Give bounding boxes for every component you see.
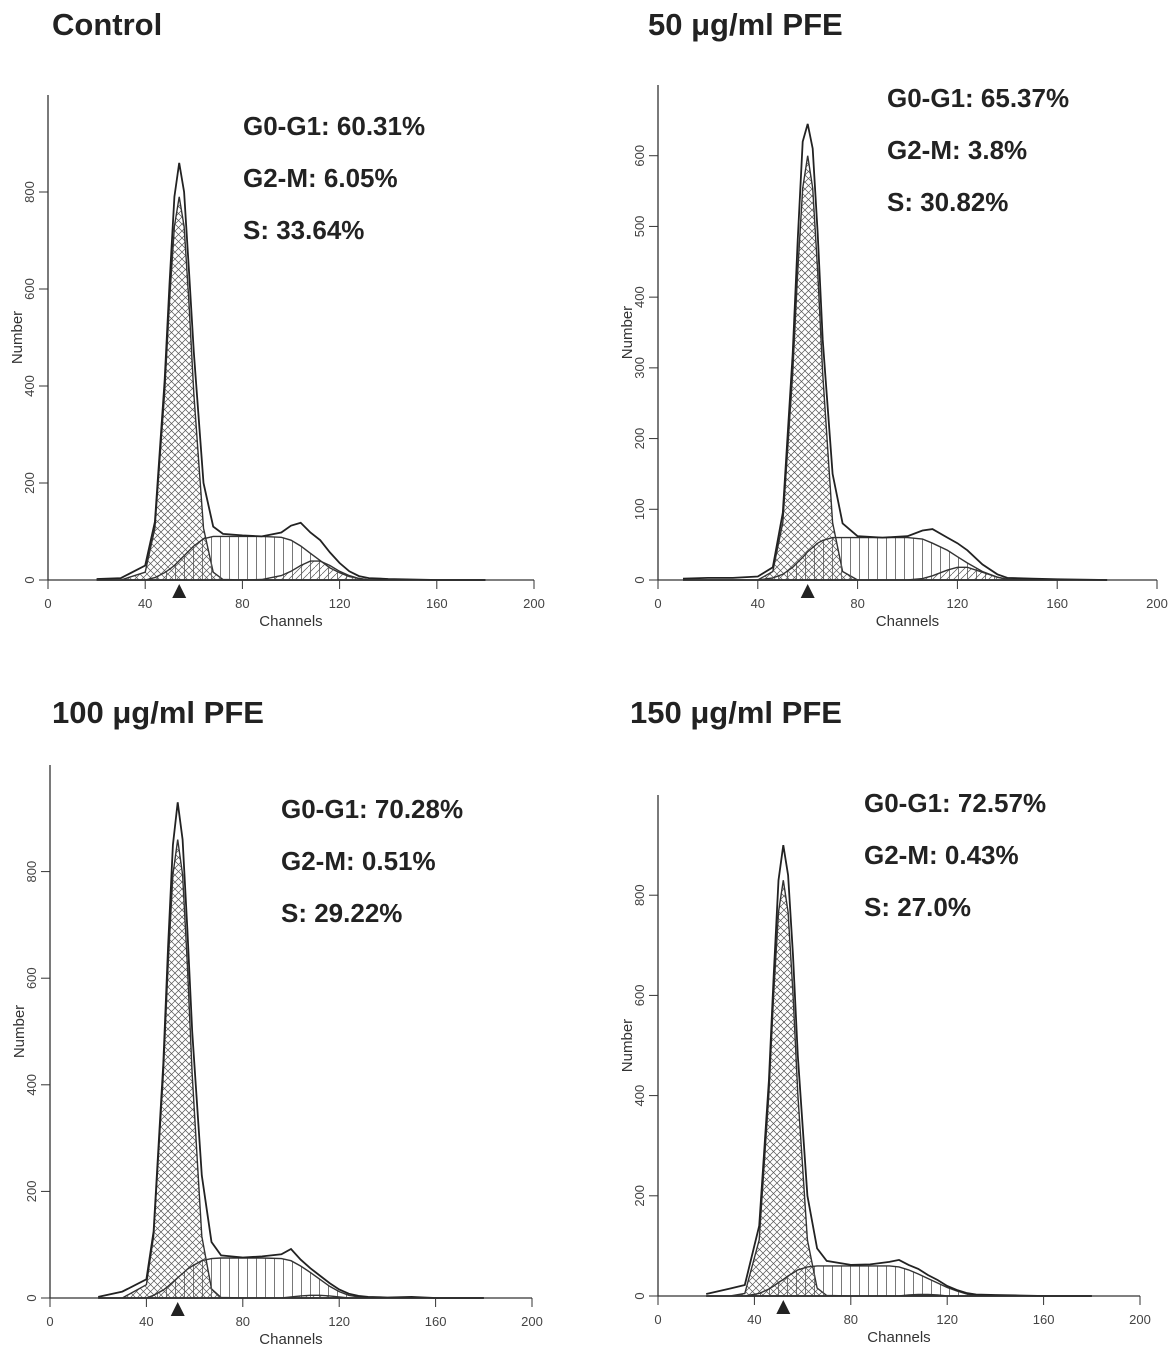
y-tick-label: 0 <box>22 576 37 583</box>
y-tick-label: 200 <box>632 1185 647 1207</box>
x-tick-label: 0 <box>44 596 51 611</box>
histogram-line <box>682 123 1108 581</box>
x-tick-label: 0 <box>654 596 661 611</box>
panel: 150 μg/ml PFE G0-G1: 72.57% G2-M: 0.43% S: … <box>619 695 1151 1346</box>
y-axis-label: Number <box>619 306 636 359</box>
y-axis-label: Number <box>619 1019 636 1072</box>
y-tick-label: 800 <box>632 884 647 906</box>
panel: 100 μg/ml PFE G0-G1: 70.28% G2-M: 0.51% S: … <box>11 695 543 1348</box>
y-tick-label: 200 <box>22 472 37 494</box>
x-tick-label: 40 <box>138 596 152 611</box>
annotation: S: 33.64% <box>243 215 364 245</box>
chart-title: 50 μg/ml PFE <box>648 7 843 42</box>
y-tick-label: 600 <box>24 967 39 989</box>
annotation: G2-M: 3.8% <box>887 135 1027 165</box>
histogram-line <box>98 802 484 1299</box>
annotation: G0-G1: 72.57% <box>864 788 1046 818</box>
x-tick-label: 120 <box>329 596 351 611</box>
x-axis-label: Channels <box>876 613 939 630</box>
annotation: G2-M: 0.51% <box>281 846 436 876</box>
annotation: G2-M: 6.05% <box>243 163 398 193</box>
y-tick-label: 400 <box>632 1085 647 1107</box>
x-tick-label: 80 <box>850 596 864 611</box>
y-tick-label: 400 <box>632 286 647 308</box>
x-axis-label: Channels <box>867 1329 930 1346</box>
x-tick-label: 40 <box>751 596 765 611</box>
histogram-line <box>705 844 1092 1297</box>
peak-marker <box>800 584 815 598</box>
annotation: G0-G1: 70.28% <box>281 794 463 824</box>
phase-area <box>683 155 1108 581</box>
y-tick-label: 200 <box>24 1181 39 1203</box>
x-tick-label: 200 <box>523 596 545 611</box>
x-tick-label: 40 <box>747 1312 761 1327</box>
chart-title: Control <box>52 7 162 42</box>
y-tick-label: 600 <box>632 145 647 167</box>
y-tick-label: 0 <box>24 1294 39 1301</box>
phase-area <box>683 536 1108 581</box>
x-tick-label: 80 <box>235 596 249 611</box>
x-tick-label: 0 <box>654 1312 661 1327</box>
x-tick-label: 120 <box>936 1312 958 1327</box>
x-tick-label: 40 <box>139 1314 153 1329</box>
peak-marker <box>172 584 187 598</box>
panel: Control G0-G1: 60.31% G2-M: 6.05% S: 33.64%… <box>9 7 545 630</box>
x-tick-label: 160 <box>425 1314 447 1329</box>
y-tick-label: 0 <box>632 576 647 583</box>
x-tick-label: 160 <box>1046 596 1068 611</box>
x-tick-label: 200 <box>1146 596 1168 611</box>
peak-marker <box>170 1302 185 1316</box>
y-axis-label: Number <box>9 311 26 364</box>
y-tick-label: 600 <box>22 278 37 300</box>
annotation: G0-G1: 60.31% <box>243 111 425 141</box>
annotation: G2-M: 0.43% <box>864 840 1019 870</box>
y-tick-label: 800 <box>22 181 37 203</box>
y-tick-label: 400 <box>22 375 37 397</box>
x-tick-label: 120 <box>328 1314 350 1329</box>
chart-title: 100 μg/ml PFE <box>52 695 264 730</box>
x-tick-label: 80 <box>236 1314 250 1329</box>
annotation: S: 27.0% <box>864 892 971 922</box>
x-tick-label: 200 <box>521 1314 543 1329</box>
histogram-line <box>96 162 486 581</box>
phase-area <box>706 880 1092 1297</box>
annotation: S: 29.22% <box>281 898 402 928</box>
y-tick-label: 100 <box>632 498 647 520</box>
x-tick-label: 160 <box>1033 1312 1055 1327</box>
x-tick-label: 0 <box>46 1314 53 1329</box>
y-tick-label: 400 <box>24 1074 39 1096</box>
y-tick-label: 600 <box>632 985 647 1007</box>
peak-marker <box>776 1300 791 1314</box>
y-tick-label: 800 <box>24 861 39 883</box>
x-tick-label: 120 <box>947 596 969 611</box>
y-tick-label: 200 <box>632 428 647 450</box>
x-tick-label: 160 <box>426 596 448 611</box>
x-tick-label: 80 <box>844 1312 858 1327</box>
x-axis-label: Channels <box>259 1331 322 1348</box>
annotation: G0-G1: 65.37% <box>887 83 1069 113</box>
y-tick-label: 0 <box>632 1292 647 1299</box>
y-axis-label: Number <box>11 1005 28 1058</box>
chart-title: 150 μg/ml PFE <box>630 695 842 730</box>
panel: 50 μg/ml PFE G0-G1: 65.37% G2-M: 3.8% S: 30… <box>619 7 1168 630</box>
y-tick-label: 500 <box>632 216 647 238</box>
y-tick-label: 300 <box>632 357 647 379</box>
annotation: S: 30.82% <box>887 187 1008 217</box>
x-axis-label: Channels <box>259 613 322 630</box>
x-tick-label: 200 <box>1129 1312 1151 1327</box>
